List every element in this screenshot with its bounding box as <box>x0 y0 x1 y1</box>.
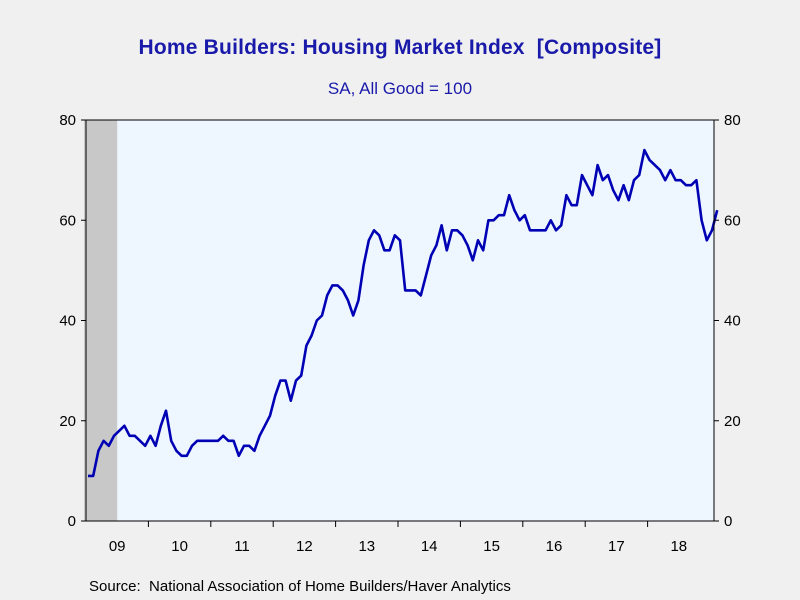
x-tick-label: 15 <box>483 538 500 555</box>
y-tick-label-right: 80 <box>724 112 741 129</box>
chart-subtitle: SA, All Good = 100 <box>327 79 473 98</box>
source-note: Source: National Association of Home Bui… <box>89 578 511 595</box>
x-tick-label: 18 <box>670 538 687 555</box>
y-tick-label-left: 20 <box>59 413 76 430</box>
x-tick-label: 14 <box>421 538 438 555</box>
y-tick-label-left: 60 <box>59 212 76 229</box>
x-tick-label: 10 <box>171 538 188 555</box>
x-tick-label: 13 <box>358 538 375 555</box>
x-tick-label: 17 <box>608 538 625 555</box>
y-tick-label-left: 40 <box>59 313 76 330</box>
chart-marks <box>88 148 719 478</box>
y-tick-label-right: 20 <box>724 413 741 430</box>
series-line-1 <box>88 148 719 478</box>
x-tick-label: 09 <box>109 538 126 555</box>
plot-background <box>86 120 714 521</box>
y-tick-label-right: 60 <box>724 212 741 229</box>
y-tick-label-left: 80 <box>59 112 76 129</box>
recession-shading <box>84 120 118 521</box>
axes: 0 20 40 60 80 0 20 40 60 80 09 10 11 12 13 14 15 16 17 18 <box>59 112 740 555</box>
y-tick-label-right: 0 <box>724 513 732 530</box>
x-tick-label: 12 <box>296 538 313 555</box>
chart-title: Home Builders: Housing Market Index [Com… <box>138 36 662 59</box>
y-tick-label-left: 0 <box>68 513 76 530</box>
x-tick-label: 16 <box>546 538 563 555</box>
plot-area <box>84 120 714 521</box>
x-tick-label: 11 <box>234 538 250 555</box>
y-tick-label-right: 40 <box>724 313 741 330</box>
